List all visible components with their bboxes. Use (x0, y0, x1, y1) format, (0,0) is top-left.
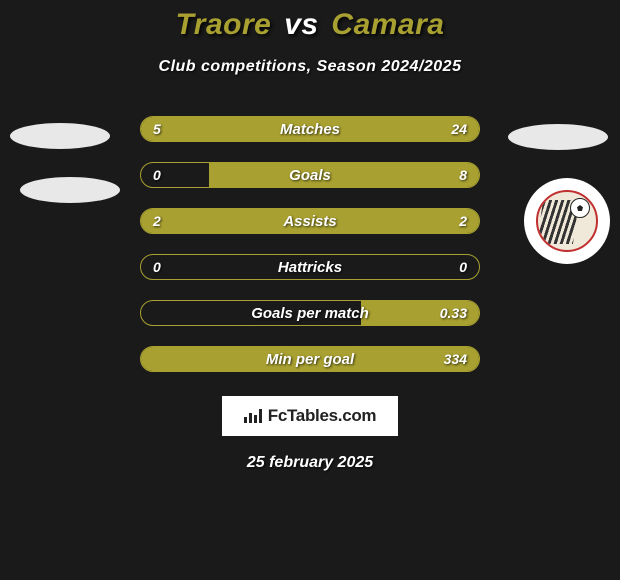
player2-name: Camara (331, 8, 444, 41)
stat-value-right: 24 (451, 121, 467, 137)
stat-value-right: 0.33 (440, 305, 467, 321)
stat-value-right: 2 (459, 213, 467, 229)
stat-row-goals: 0 Goals 8 (140, 162, 480, 188)
stat-value-left: 0 (153, 167, 161, 183)
player2-club-badge (524, 178, 610, 264)
stat-label: Goals per match (251, 305, 369, 322)
stat-fill-right (209, 163, 479, 187)
stat-label: Assists (283, 213, 336, 230)
stat-label: Hattricks (278, 259, 342, 276)
stat-label: Goals (289, 167, 331, 184)
stat-row-goals-per-match: Goals per match 0.33 (140, 300, 480, 326)
watermark[interactable]: FcTables.com (222, 396, 399, 436)
stat-row-assists: 2 Assists 2 (140, 208, 480, 234)
club-logo-icon (536, 190, 598, 252)
stat-row-min-per-goal: Min per goal 334 (140, 346, 480, 372)
player1-marker-top (10, 123, 110, 149)
bars-chart-icon (244, 409, 262, 423)
stat-row-hattricks: 0 Hattricks 0 (140, 254, 480, 280)
player2-marker (508, 124, 608, 150)
stat-label: Matches (280, 121, 340, 138)
stats-list: 5 Matches 24 0 Goals 8 2 Assists 2 0 Hat… (140, 116, 480, 372)
player1-name: Traore (176, 8, 272, 41)
vs-separator: vs (284, 8, 318, 41)
subtitle: Club competitions, Season 2024/2025 (159, 58, 462, 76)
title: Traore vs Camara (176, 8, 445, 42)
stat-value-left: 0 (153, 259, 161, 275)
stat-fill-left (141, 117, 198, 141)
stat-value-left: 2 (153, 213, 161, 229)
watermark-text: FcTables.com (268, 406, 377, 426)
stat-value-left: 5 (153, 121, 161, 137)
stat-value-right: 0 (459, 259, 467, 275)
stat-row-matches: 5 Matches 24 (140, 116, 480, 142)
comparison-card: Traore vs Camara Club competitions, Seas… (0, 0, 620, 580)
stat-label: Min per goal (266, 351, 354, 368)
date-label: 25 february 2025 (247, 454, 373, 472)
stat-value-right: 334 (444, 351, 467, 367)
stat-value-right: 8 (459, 167, 467, 183)
player1-marker-bottom (20, 177, 120, 203)
